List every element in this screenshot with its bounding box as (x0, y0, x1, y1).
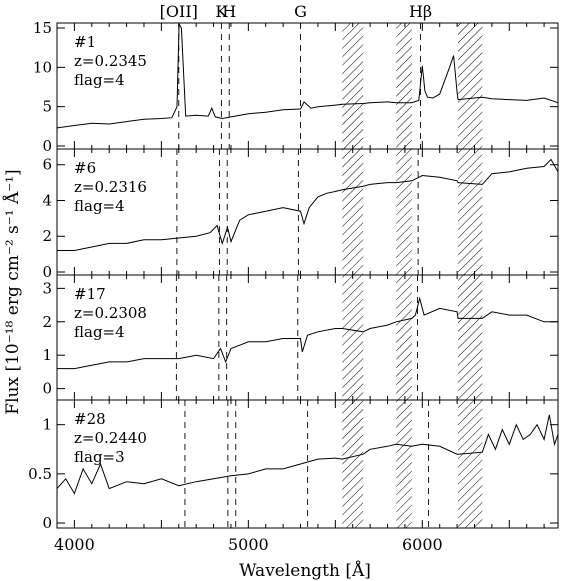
panel-3-ytick-label-1: 1 (42, 346, 52, 364)
line-label-3: H (222, 2, 236, 21)
panel-1-ytick-label-3: 15 (33, 19, 52, 37)
line-label-5: Hβ (409, 2, 432, 21)
spectrum-layer (56, 22, 559, 495)
panel-2-ytick-label-0: 0 (42, 263, 52, 281)
panel-2-label-2: flag=4 (74, 197, 125, 215)
x-axis-label: Wavelength [Å] (239, 560, 371, 581)
panel-3-ytick-label-2: 2 (42, 313, 52, 331)
panel-3-ytick-label-0: 0 (42, 380, 52, 398)
panel-3-label-1: z=0.2308 (74, 304, 147, 322)
panel-4-label-1: z=0.2440 (74, 429, 147, 447)
panel-4-label-0: #28 (74, 410, 106, 428)
panel-2-ytick-label-3: 6 (42, 156, 52, 174)
panel-1-label-0: #1 (74, 33, 96, 51)
line-label-1: [OII] (160, 2, 198, 21)
panel-4-ytick-label-0: 0 (42, 514, 52, 532)
line-label-4: G (294, 2, 307, 21)
xtick-label-2: 5000 (228, 535, 269, 554)
panel-4-spectrum (56, 414, 559, 495)
panel-1-frame (56, 22, 559, 150)
panel-1-ytick-label-2: 10 (33, 58, 52, 76)
spectral-line-marker-layer (175, 23, 430, 528)
panel-4-ytick-label-1: 0.5 (28, 465, 52, 483)
panel-3-frame (56, 274, 559, 401)
panel-1-spectrum (56, 22, 559, 129)
panel-3-label-0: #17 (74, 285, 106, 303)
line-label-2: K (215, 2, 228, 21)
panel-2-label-0: #6 (74, 159, 96, 177)
panel-4-frame (56, 399, 559, 529)
panel-1-label-2: flag=4 (74, 71, 125, 89)
panel-1-ytick-label-1: 5 (42, 98, 52, 116)
panel-2-spectrum (57, 158, 559, 251)
panel-3-label-2: flag=4 (74, 323, 125, 341)
panel-3-spectrum (57, 296, 558, 370)
axes-layer (56, 22, 559, 529)
xtick-label-1: 4000 (54, 535, 95, 554)
panel-1-label-1: z=0.2345 (74, 52, 147, 70)
panel-4-ytick-label-2: 1 (42, 416, 52, 434)
y-axis-label: Flux [10⁻¹⁸ erg cm⁻² s⁻¹ Å⁻¹] (2, 169, 23, 414)
panel-2-ytick-label-2: 4 (42, 191, 52, 209)
panel-4-label-2: flag=3 (74, 448, 125, 466)
xtick-label-3: 6000 (402, 535, 443, 554)
panel-3-ytick-label-3: 3 (42, 279, 52, 297)
panel-1-ytick-label-0: 0 (42, 137, 52, 155)
panel-2-label-1: z=0.2316 (74, 178, 147, 196)
panel-2-ytick-label-1: 2 (42, 227, 52, 245)
